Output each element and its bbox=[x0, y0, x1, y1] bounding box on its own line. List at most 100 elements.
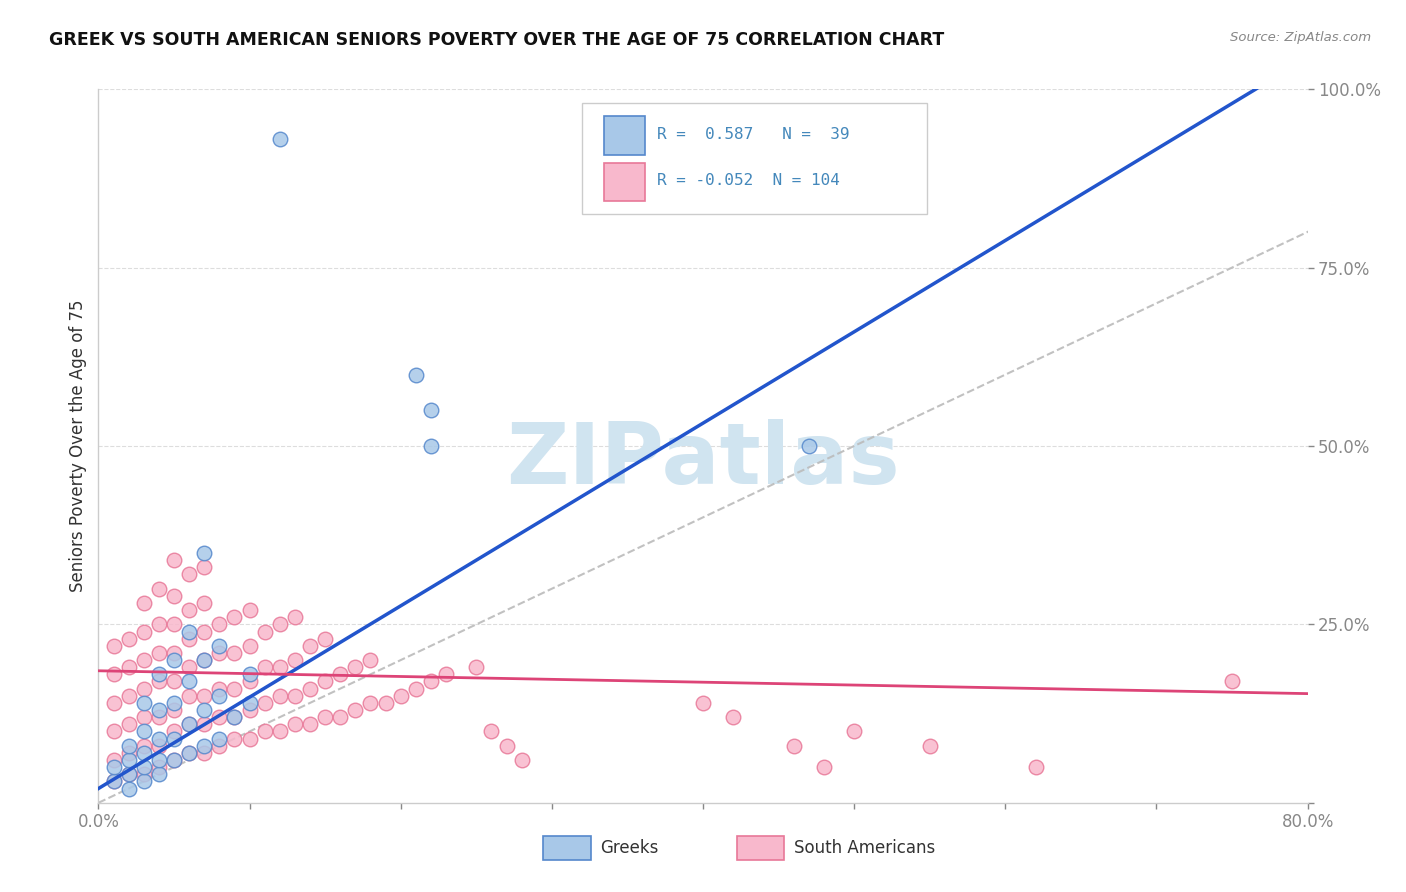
Point bbox=[118, 753, 141, 767]
Point bbox=[163, 696, 186, 710]
Point bbox=[813, 760, 835, 774]
Point bbox=[179, 689, 201, 703]
Point bbox=[193, 746, 215, 760]
Point bbox=[329, 667, 352, 681]
Point bbox=[239, 731, 262, 746]
Point bbox=[103, 696, 125, 710]
Point bbox=[692, 696, 714, 710]
Point bbox=[420, 439, 443, 453]
Text: R = -0.052  N = 104: R = -0.052 N = 104 bbox=[657, 173, 839, 188]
Point bbox=[179, 660, 201, 674]
Point bbox=[208, 646, 231, 660]
Point bbox=[374, 696, 396, 710]
Point bbox=[163, 731, 186, 746]
Point bbox=[179, 624, 201, 639]
Point bbox=[163, 674, 186, 689]
Point bbox=[344, 703, 367, 717]
Point bbox=[132, 710, 155, 724]
Point bbox=[224, 731, 246, 746]
Point bbox=[163, 589, 186, 603]
Point bbox=[132, 696, 155, 710]
Point bbox=[269, 724, 291, 739]
Point bbox=[299, 717, 322, 731]
Point bbox=[148, 739, 170, 753]
Point bbox=[844, 724, 866, 739]
Point bbox=[253, 724, 276, 739]
Point bbox=[179, 632, 201, 646]
Point bbox=[118, 746, 141, 760]
Point bbox=[163, 753, 186, 767]
Point bbox=[103, 774, 125, 789]
FancyBboxPatch shape bbox=[603, 116, 645, 155]
Point bbox=[1220, 674, 1243, 689]
FancyBboxPatch shape bbox=[603, 162, 645, 202]
Point bbox=[193, 717, 215, 731]
Point bbox=[1024, 760, 1046, 774]
Point bbox=[179, 717, 201, 731]
Point bbox=[132, 653, 155, 667]
Point bbox=[253, 660, 276, 674]
Point bbox=[253, 624, 276, 639]
Point bbox=[208, 689, 231, 703]
Point bbox=[269, 132, 291, 146]
Point bbox=[103, 639, 125, 653]
Text: ZIPatlas: ZIPatlas bbox=[506, 418, 900, 502]
Point bbox=[224, 646, 246, 660]
Point bbox=[405, 681, 427, 696]
Point bbox=[118, 767, 141, 781]
Point bbox=[118, 689, 141, 703]
Point bbox=[783, 739, 806, 753]
Point bbox=[224, 610, 246, 624]
Point bbox=[132, 767, 155, 781]
Point bbox=[163, 753, 186, 767]
Point bbox=[344, 660, 367, 674]
Point bbox=[148, 753, 170, 767]
Text: South Americans: South Americans bbox=[793, 838, 935, 856]
Point bbox=[163, 724, 186, 739]
Point bbox=[208, 617, 231, 632]
Point bbox=[208, 731, 231, 746]
FancyBboxPatch shape bbox=[543, 836, 591, 860]
Point bbox=[132, 724, 155, 739]
Point bbox=[148, 674, 170, 689]
Point bbox=[103, 753, 125, 767]
Point bbox=[239, 696, 262, 710]
Point bbox=[118, 632, 141, 646]
FancyBboxPatch shape bbox=[582, 103, 927, 214]
Point bbox=[132, 624, 155, 639]
Point bbox=[193, 546, 215, 560]
Point bbox=[179, 746, 201, 760]
Point bbox=[224, 681, 246, 696]
Point bbox=[148, 617, 170, 632]
Point bbox=[269, 689, 291, 703]
Point bbox=[239, 639, 262, 653]
Point bbox=[284, 610, 307, 624]
Point bbox=[360, 696, 382, 710]
Point bbox=[918, 739, 941, 753]
Point bbox=[193, 653, 215, 667]
Point bbox=[420, 403, 443, 417]
Point bbox=[132, 681, 155, 696]
Point bbox=[179, 746, 201, 760]
Point bbox=[132, 760, 155, 774]
Y-axis label: Seniors Poverty Over the Age of 75: Seniors Poverty Over the Age of 75 bbox=[69, 300, 87, 592]
Point bbox=[208, 739, 231, 753]
Point bbox=[118, 717, 141, 731]
Point bbox=[148, 760, 170, 774]
Point bbox=[148, 667, 170, 681]
Point bbox=[118, 767, 141, 781]
Point bbox=[389, 689, 412, 703]
Point bbox=[465, 660, 488, 674]
Point bbox=[193, 624, 215, 639]
Point bbox=[253, 696, 276, 710]
Point bbox=[269, 660, 291, 674]
Point bbox=[224, 710, 246, 724]
Point bbox=[179, 603, 201, 617]
Point bbox=[193, 596, 215, 610]
Point bbox=[163, 553, 186, 567]
Point bbox=[193, 703, 215, 717]
Point bbox=[239, 703, 262, 717]
Point bbox=[132, 774, 155, 789]
Point bbox=[179, 674, 201, 689]
Point bbox=[284, 653, 307, 667]
